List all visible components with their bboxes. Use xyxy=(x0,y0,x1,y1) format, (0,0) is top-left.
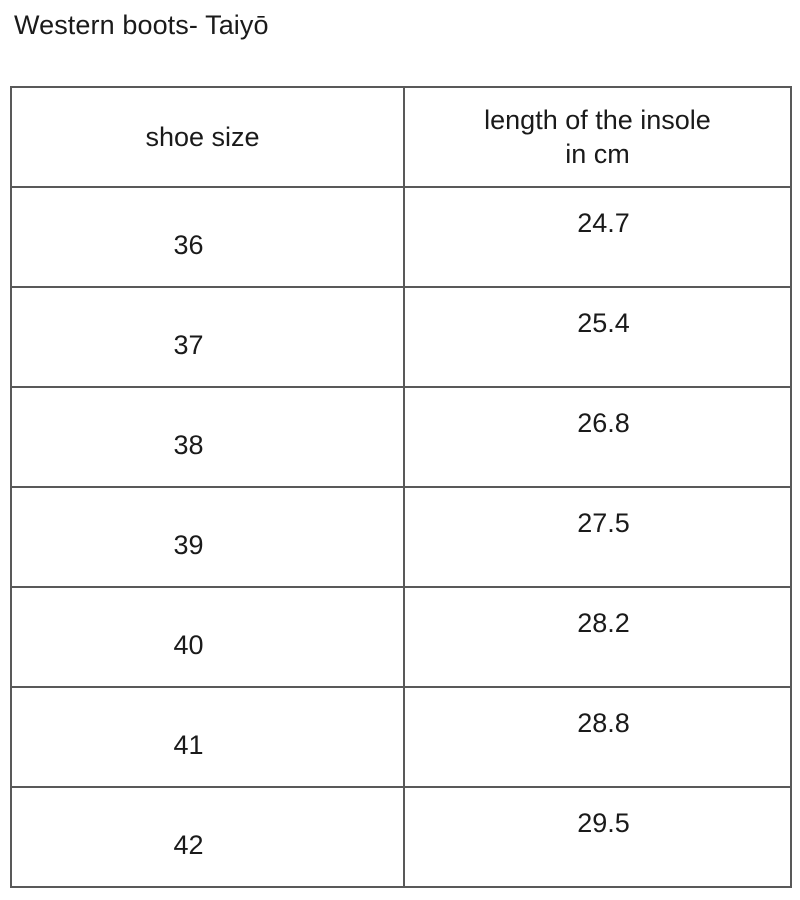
column-header-shoe-size: shoe size xyxy=(10,86,405,188)
cell-shoe-size: 42 xyxy=(10,786,405,888)
table-row: 37 25.4 xyxy=(10,286,792,388)
shoe-size-value: 39 xyxy=(173,530,204,560)
insole-length-value: 27.5 xyxy=(577,508,630,538)
cell-insole-length: 26.8 xyxy=(403,386,792,488)
table-row: 36 24.7 xyxy=(10,186,792,288)
shoe-size-value: 36 xyxy=(173,230,204,260)
column-header-insole-length-line1: length of the insole xyxy=(484,105,711,135)
insole-length-value: 28.8 xyxy=(577,708,630,738)
shoe-size-value: 41 xyxy=(173,730,204,760)
column-header-insole-length-line2: in cm xyxy=(565,139,630,169)
table-row: 38 26.8 xyxy=(10,386,792,488)
table-header-row: shoe size length of the insole in cm xyxy=(10,86,792,188)
cell-insole-length: 25.4 xyxy=(403,286,792,388)
cell-shoe-size: 38 xyxy=(10,386,405,488)
cell-shoe-size: 40 xyxy=(10,586,405,688)
cell-insole-length: 24.7 xyxy=(403,186,792,288)
table-row: 40 28.2 xyxy=(10,586,792,688)
table-row: 41 28.8 xyxy=(10,686,792,788)
cell-insole-length: 27.5 xyxy=(403,486,792,588)
table-header: shoe size length of the insole in cm xyxy=(10,86,792,188)
insole-length-value: 28.2 xyxy=(577,608,630,638)
shoe-size-value: 40 xyxy=(173,630,204,660)
column-header-insole-length: length of the insole in cm xyxy=(403,86,792,188)
page-title: Western boots- Taiyō xyxy=(14,10,269,40)
cell-shoe-size: 39 xyxy=(10,486,405,588)
cell-shoe-size: 37 xyxy=(10,286,405,388)
insole-length-value: 26.8 xyxy=(577,408,630,438)
insole-length-value: 24.7 xyxy=(577,208,630,238)
shoe-size-value: 42 xyxy=(173,830,204,860)
shoe-size-value: 38 xyxy=(173,430,204,460)
cell-shoe-size: 41 xyxy=(10,686,405,788)
cell-insole-length: 28.2 xyxy=(403,586,792,688)
shoe-size-table: shoe size length of the insole in cm 36 … xyxy=(10,86,792,888)
table-row: 42 29.5 xyxy=(10,786,792,888)
cell-insole-length: 29.5 xyxy=(403,786,792,888)
column-header-shoe-size-label: shoe size xyxy=(145,122,260,152)
insole-length-value: 29.5 xyxy=(577,808,630,838)
table-body: 36 24.7 37 25.4 38 26.8 xyxy=(10,186,792,888)
shoe-size-value: 37 xyxy=(173,330,204,360)
table-row: 39 27.5 xyxy=(10,486,792,588)
insole-length-value: 25.4 xyxy=(577,308,630,338)
cell-shoe-size: 36 xyxy=(10,186,405,288)
cell-insole-length: 28.8 xyxy=(403,686,792,788)
